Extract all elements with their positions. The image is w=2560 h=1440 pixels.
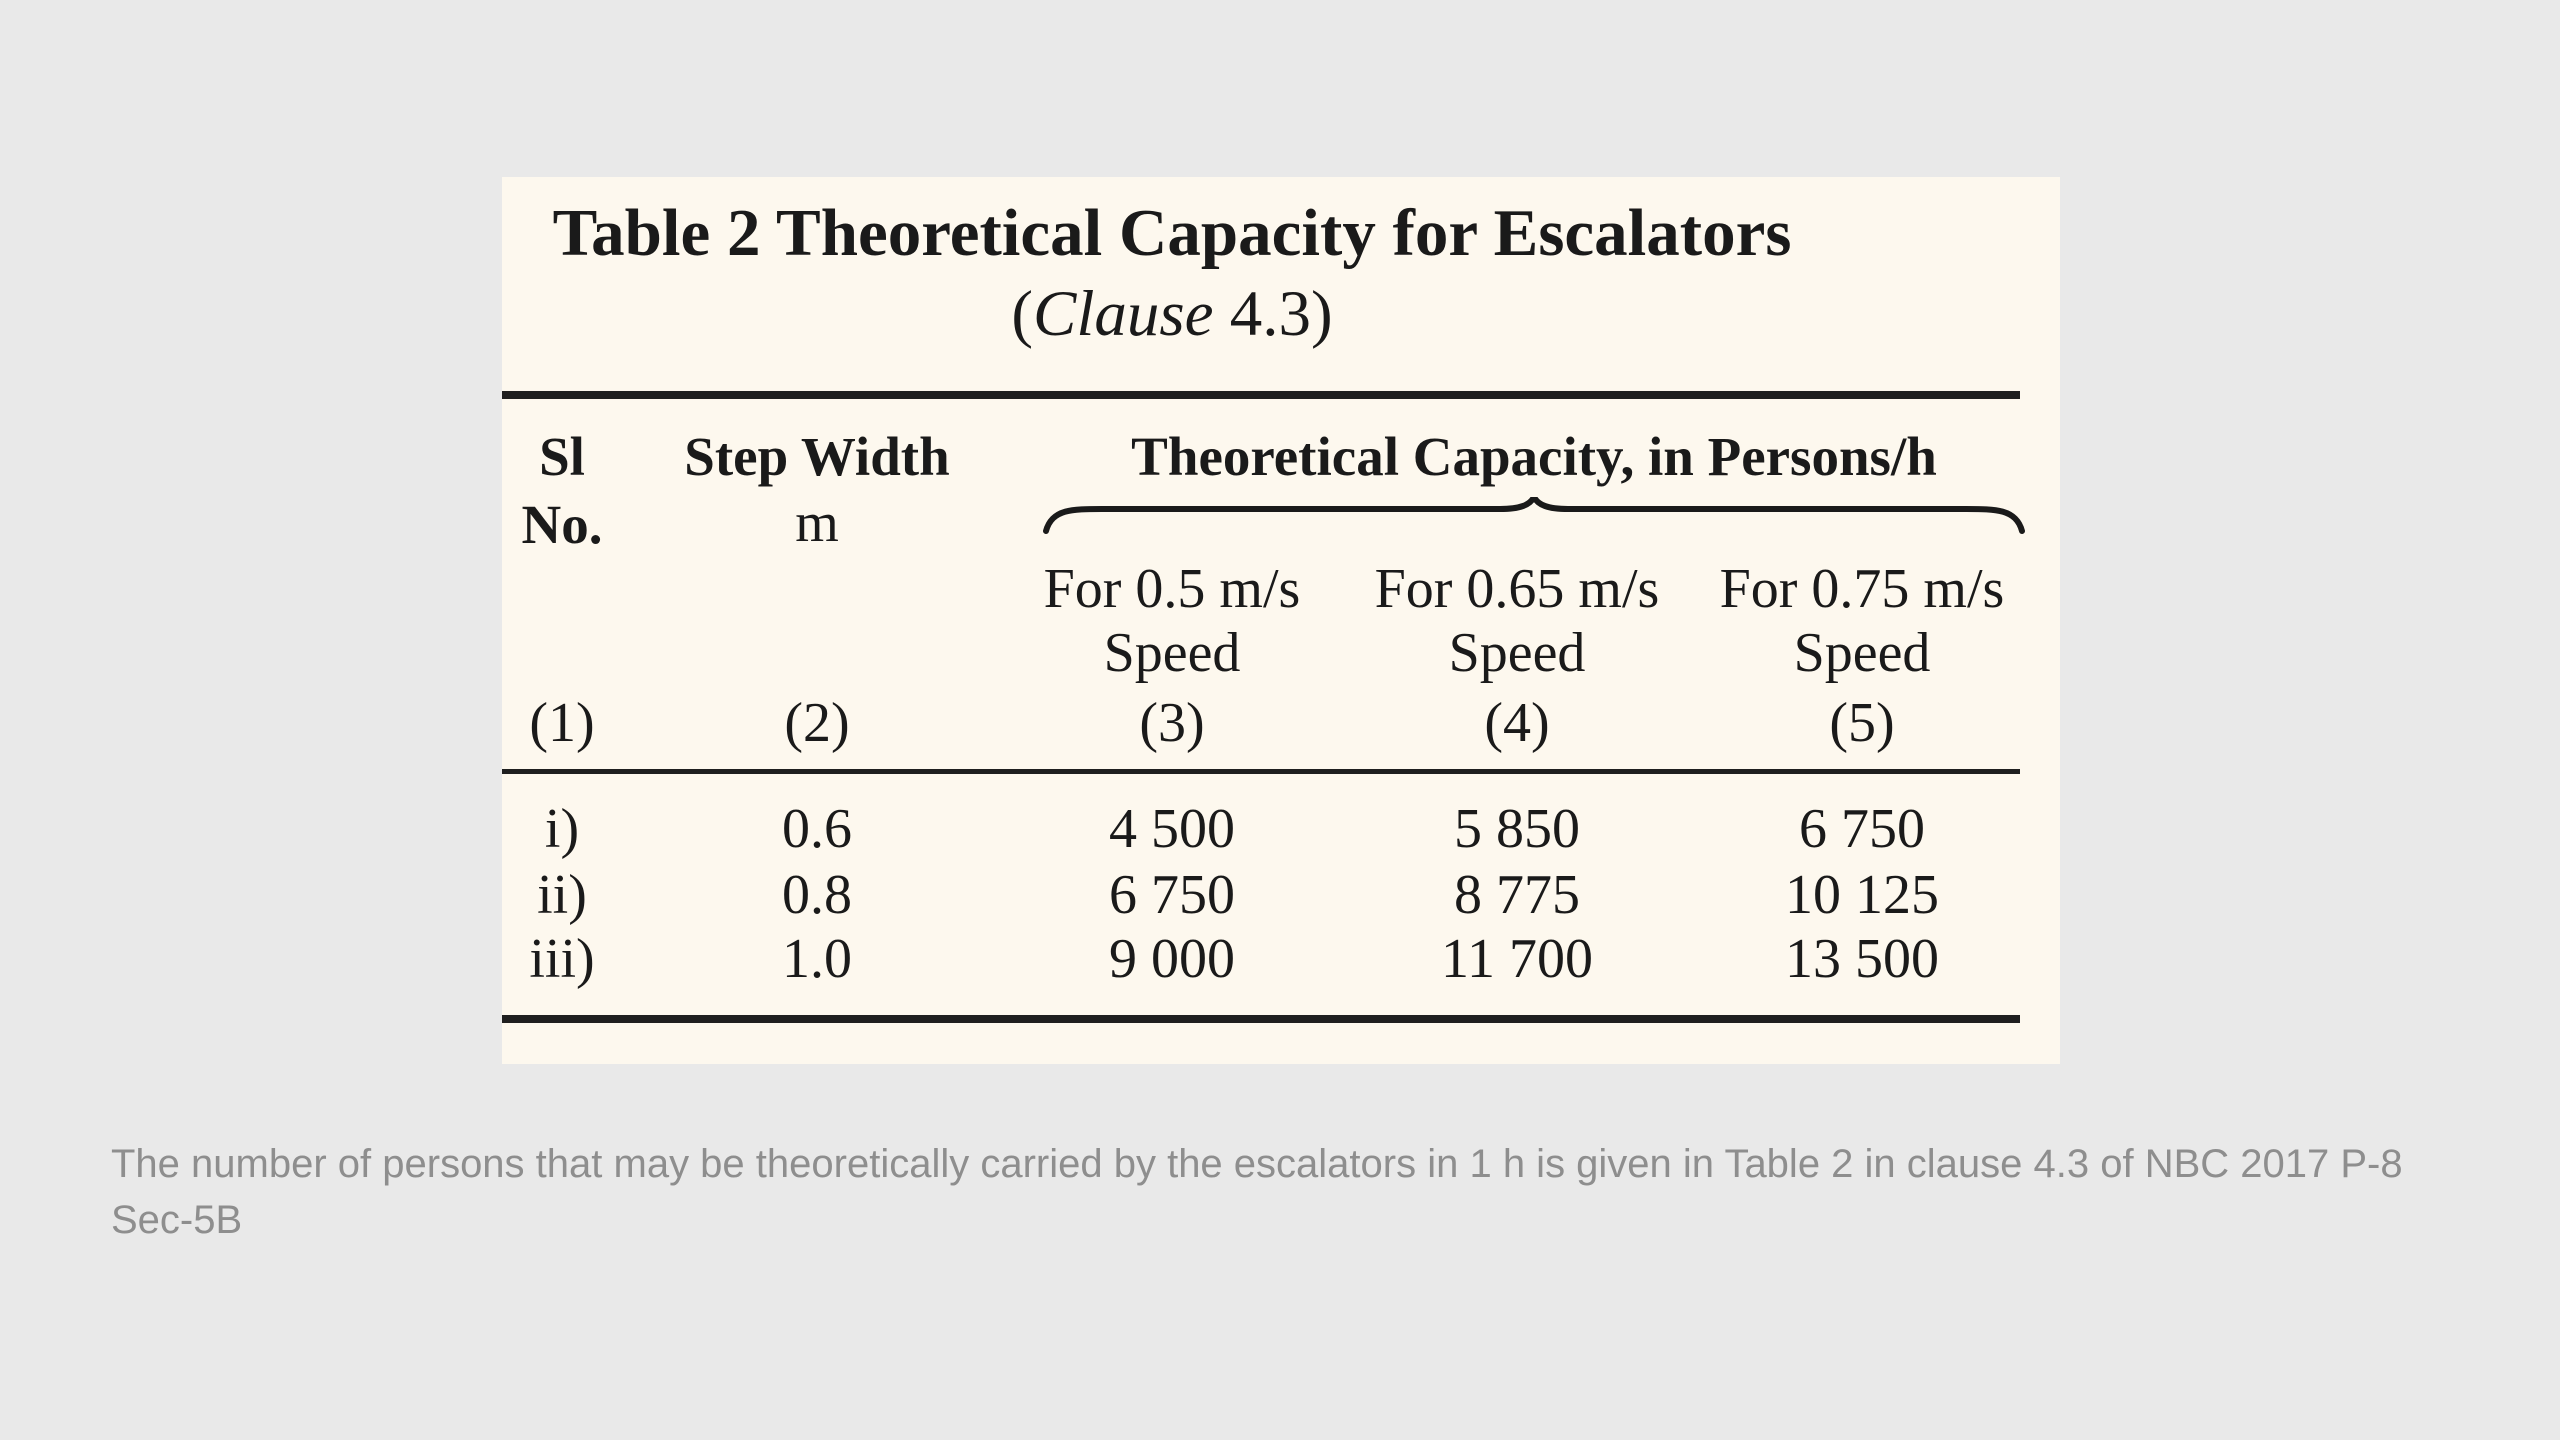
header-sl-line1: Sl — [539, 426, 585, 487]
row-1-speed-2: 5 850 — [1454, 798, 1580, 860]
table-subtitle: (Clause 4.3) — [502, 277, 1842, 352]
row-2-width: 0.8 — [782, 864, 852, 926]
row-2-sl: ii) — [537, 864, 587, 926]
bottom-rule — [502, 1015, 2020, 1023]
subtitle-open: ( — [1011, 278, 1033, 350]
row-1-speed-1: 4 500 — [1109, 798, 1235, 860]
header-speed-1-line1: For 0.5 m/s — [1043, 558, 1301, 620]
header-capacity-group: Theoretical Capacity, in Persons/h — [1131, 426, 1937, 487]
header-speed-3-line2: Speed — [1793, 622, 1931, 684]
subtitle-clause: Clause — [1032, 278, 1214, 350]
header-rule — [502, 769, 2020, 774]
table-image: Table 2 Theoretical Capacity for Escalat… — [502, 177, 2060, 1064]
column-number-3: (3) — [1139, 692, 1205, 754]
caption-text: The number of persons that may be theore… — [111, 1142, 2403, 1242]
row-3-width: 1.0 — [782, 928, 852, 990]
row-1-width: 0.6 — [782, 798, 852, 860]
column-number-5: (5) — [1829, 692, 1895, 754]
row-3-speed-2: 11 700 — [1441, 928, 1593, 990]
column-number-4: (4) — [1484, 692, 1550, 754]
row-3-sl: iii) — [529, 928, 595, 990]
header-speed-2-line1: For 0.65 m/s — [1374, 558, 1660, 620]
header-speed-2-line2: Speed — [1448, 622, 1586, 684]
header-sl-line2: No. — [521, 494, 603, 555]
table-title: Table 2 Theoretical Capacity for Escalat… — [552, 196, 1792, 270]
top-rule — [502, 391, 2020, 399]
row-1-speed-3: 6 750 — [1799, 798, 1925, 860]
subtitle-number: 4.3) — [1213, 278, 1333, 350]
row-3-speed-3: 13 500 — [1785, 928, 1939, 990]
row-1-sl: i) — [544, 798, 580, 860]
column-number-1: (1) — [529, 692, 595, 754]
header-step-unit: m — [795, 492, 839, 554]
column-number-2: (2) — [784, 692, 850, 754]
row-3-speed-1: 9 000 — [1109, 928, 1235, 990]
brace-icon — [1043, 497, 2025, 534]
row-2-speed-3: 10 125 — [1785, 864, 1939, 926]
header-step-width: Step Width — [684, 426, 950, 487]
header-speed-1-line2: Speed — [1103, 622, 1241, 684]
row-2-speed-2: 8 775 — [1454, 864, 1580, 926]
header-speed-3-line1: For 0.75 m/s — [1719, 558, 2005, 620]
row-2-speed-1: 6 750 — [1109, 864, 1235, 926]
